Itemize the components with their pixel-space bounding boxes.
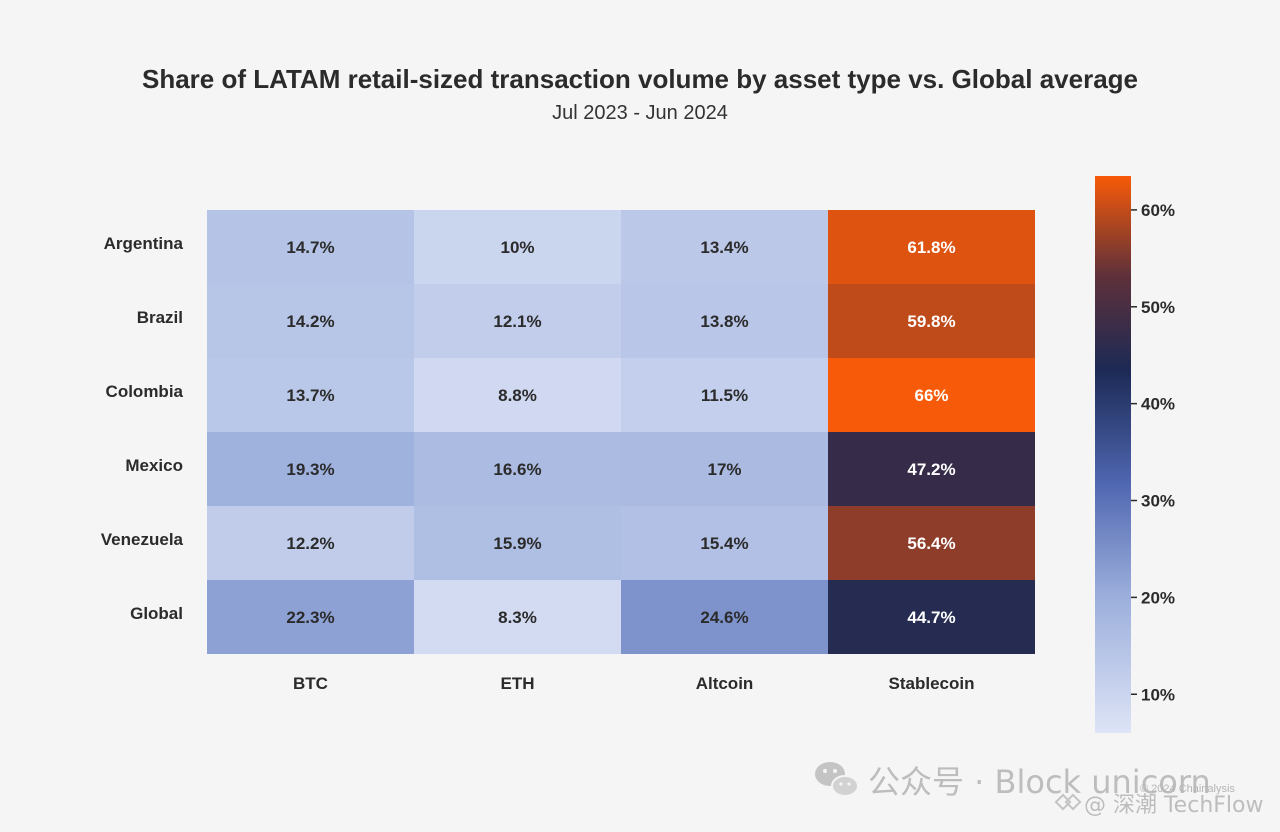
heatmap-cells: 14.7% 10% 13.4% 61.8% 14.2% 12.1% 13.8% 59.8% 13… bbox=[207, 210, 1035, 654]
heatmap-cell bbox=[621, 210, 828, 284]
heatmap-cell bbox=[414, 210, 621, 284]
colorbar-ticks: 10% 20% 30% 40% 50% 60% bbox=[1131, 201, 1175, 704]
colorbar-tick-label: 50% bbox=[1141, 298, 1175, 317]
row-label: Venezuela bbox=[101, 530, 184, 549]
watermark-main-text: 公众号 · Block unicorn bbox=[868, 763, 1211, 801]
column-labels: BTC ETH Altcoin Stablecoin bbox=[293, 674, 974, 693]
heatmap-cell bbox=[414, 358, 621, 432]
heatmap-cell bbox=[207, 358, 414, 432]
heatmap-cell bbox=[207, 432, 414, 506]
cell-value-label: 22.3% bbox=[286, 608, 334, 627]
heatmap-cell bbox=[621, 432, 828, 506]
colorbar-tick-label: 40% bbox=[1141, 395, 1175, 414]
colorbar-gradient bbox=[1095, 176, 1131, 733]
row-label: Colombia bbox=[106, 382, 184, 401]
cell-value-label: 59.8% bbox=[907, 312, 955, 331]
cell-value-label: 47.2% bbox=[907, 460, 955, 479]
heatmap-cell bbox=[621, 580, 828, 654]
cell-value-label: 12.2% bbox=[286, 534, 334, 553]
cell-value-label: 15.9% bbox=[493, 534, 541, 553]
cell-value-label: 44.7% bbox=[907, 608, 955, 627]
cell-value-label: 8.8% bbox=[498, 386, 537, 405]
column-label: Stablecoin bbox=[889, 674, 975, 693]
cell-value-label: 13.7% bbox=[286, 386, 334, 405]
chart-title: Share of LATAM retail-sized transaction … bbox=[142, 64, 1138, 94]
heatmap-cell bbox=[828, 580, 1035, 654]
row-labels: Argentina Brazil Colombia Mexico Venezuela Gl… bbox=[101, 234, 184, 623]
cell-value-label: 10% bbox=[500, 238, 534, 257]
watermark-credit: © 2024 Chainalysis bbox=[1140, 783, 1235, 795]
heatmap-cell bbox=[414, 506, 621, 580]
heatmap-cell bbox=[828, 210, 1035, 284]
heatmap-cell bbox=[207, 284, 414, 358]
column-label: Altcoin bbox=[696, 674, 754, 693]
cell-value-label: 66% bbox=[914, 386, 948, 405]
cell-value-label: 14.2% bbox=[286, 312, 334, 331]
cell-value-label: 12.1% bbox=[493, 312, 541, 331]
column-label: BTC bbox=[293, 674, 328, 693]
row-label: Brazil bbox=[137, 308, 183, 327]
colorbar-tick-label: 30% bbox=[1141, 492, 1175, 511]
heatmap-cell bbox=[414, 580, 621, 654]
cell-value-label: 16.6% bbox=[493, 460, 541, 479]
cell-value-label: 13.4% bbox=[700, 238, 748, 257]
heatmap-cell bbox=[828, 284, 1035, 358]
cell-value-label: 56.4% bbox=[907, 534, 955, 553]
colorbar-tick-label: 60% bbox=[1141, 201, 1175, 220]
column-label: ETH bbox=[501, 674, 535, 693]
cell-value-label: 15.4% bbox=[700, 534, 748, 553]
heatmap-cell bbox=[621, 284, 828, 358]
platform-logo-icon bbox=[1054, 793, 1082, 811]
heatmap-cell bbox=[621, 358, 828, 432]
cell-value-label: 13.8% bbox=[700, 312, 748, 331]
heatmap-cell bbox=[828, 432, 1035, 506]
chart-subtitle: Jul 2023 - Jun 2024 bbox=[552, 102, 728, 124]
heatmap-cell bbox=[621, 506, 828, 580]
heatmap-cell bbox=[828, 358, 1035, 432]
watermark: 公众号 · Block unicorn © 2024 Chainalysis @… bbox=[815, 762, 1263, 818]
colorbar-tick-label: 10% bbox=[1141, 685, 1175, 704]
colorbar-tick-label: 20% bbox=[1141, 588, 1175, 607]
heatmap-cell bbox=[414, 284, 621, 358]
cell-value-label: 19.3% bbox=[286, 460, 334, 479]
heatmap-cell bbox=[828, 506, 1035, 580]
heatmap-cell bbox=[207, 580, 414, 654]
heatmap-cell bbox=[207, 210, 414, 284]
row-label: Argentina bbox=[104, 234, 184, 253]
cell-value-label: 8.3% bbox=[498, 608, 537, 627]
cell-value-label: 61.8% bbox=[907, 238, 955, 257]
cell-value-label: 24.6% bbox=[700, 608, 748, 627]
cell-value-label: 17% bbox=[707, 460, 741, 479]
row-label: Mexico bbox=[125, 456, 183, 475]
row-label: Global bbox=[130, 604, 183, 623]
cell-value-label: 11.5% bbox=[701, 386, 748, 405]
heatmap-cell bbox=[207, 506, 414, 580]
wechat-icon bbox=[815, 762, 859, 797]
heatmap-cell bbox=[414, 432, 621, 506]
colorbar: 10% 20% 30% 40% 50% 60% bbox=[1095, 176, 1175, 733]
cell-value-label: 14.7% bbox=[286, 238, 334, 257]
watermark-sub-text: @ 深潮 TechFlow bbox=[1084, 793, 1263, 818]
